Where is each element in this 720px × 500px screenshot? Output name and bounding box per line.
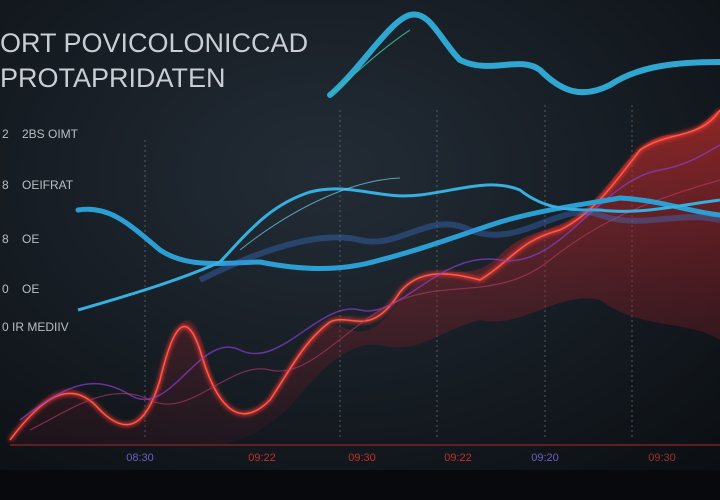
side-mark: 2 bbox=[2, 127, 9, 141]
blue-thin-line bbox=[239, 177, 401, 251]
purple-line bbox=[19, 144, 720, 421]
side-label: IR MEDIIV bbox=[12, 320, 69, 334]
time-label: 09:22 bbox=[248, 452, 276, 464]
time-labels: 08:30 09:22 09:30 09:22 09:20 09:30 bbox=[126, 452, 676, 464]
blue-waves bbox=[75, 11, 720, 312]
side-mark: 0 bbox=[2, 282, 9, 296]
title: ORT POVICOLONICCAD bbox=[0, 28, 308, 58]
time-label: 09:22 bbox=[444, 452, 472, 464]
red-area bbox=[10, 110, 720, 445]
blue-mid-line bbox=[75, 195, 720, 271]
side-label: 2BS OIMT bbox=[22, 127, 79, 141]
side-mark: 0 bbox=[2, 320, 9, 334]
side-mark: 8 bbox=[2, 178, 9, 192]
time-label: 09:20 bbox=[531, 452, 559, 464]
time-label: 08:30 bbox=[126, 452, 154, 464]
blue-glow-line bbox=[198, 209, 720, 283]
footer-band bbox=[0, 470, 720, 500]
magenta-line bbox=[29, 179, 720, 431]
red-waves bbox=[8, 109, 720, 445]
time-label: 09:30 bbox=[648, 452, 676, 464]
side-label: OE bbox=[22, 232, 39, 246]
blue-top-line bbox=[327, 11, 720, 98]
side-label: OE bbox=[22, 282, 39, 296]
header: ORT POVICOLONICCAD PROTAPRIDATEN bbox=[0, 28, 308, 93]
red-line-core bbox=[9, 109, 720, 441]
blue-lower-line bbox=[77, 183, 720, 312]
teal-thin-line bbox=[329, 29, 411, 96]
time-label: 09:30 bbox=[348, 452, 376, 464]
side-label: OEIFRAT bbox=[22, 178, 74, 192]
side-mark: 8 bbox=[2, 232, 9, 246]
subtitle: PROTAPRIDATEN bbox=[0, 63, 226, 93]
